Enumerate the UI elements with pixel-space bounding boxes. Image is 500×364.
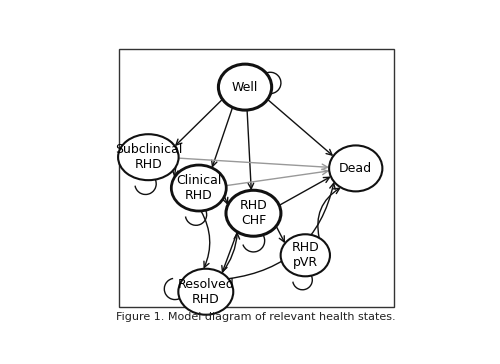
Text: Figure 1. Model diagram of relevant health states.: Figure 1. Model diagram of relevant heal…: [116, 312, 396, 322]
Text: Well: Well: [232, 80, 258, 94]
Text: Clinical
RHD: Clinical RHD: [176, 174, 222, 202]
Ellipse shape: [280, 234, 330, 276]
Text: Resolved
RHD: Resolved RHD: [178, 278, 234, 306]
Text: Dead: Dead: [339, 162, 372, 175]
Text: RHD
pVR: RHD pVR: [292, 241, 319, 269]
Ellipse shape: [329, 146, 382, 191]
Ellipse shape: [218, 64, 272, 110]
Ellipse shape: [226, 190, 281, 236]
Ellipse shape: [172, 165, 226, 211]
Ellipse shape: [118, 134, 178, 180]
Text: Subclinical
RHD: Subclinical RHD: [114, 143, 182, 171]
Text: RHD
CHF: RHD CHF: [240, 199, 268, 227]
Ellipse shape: [178, 269, 234, 315]
